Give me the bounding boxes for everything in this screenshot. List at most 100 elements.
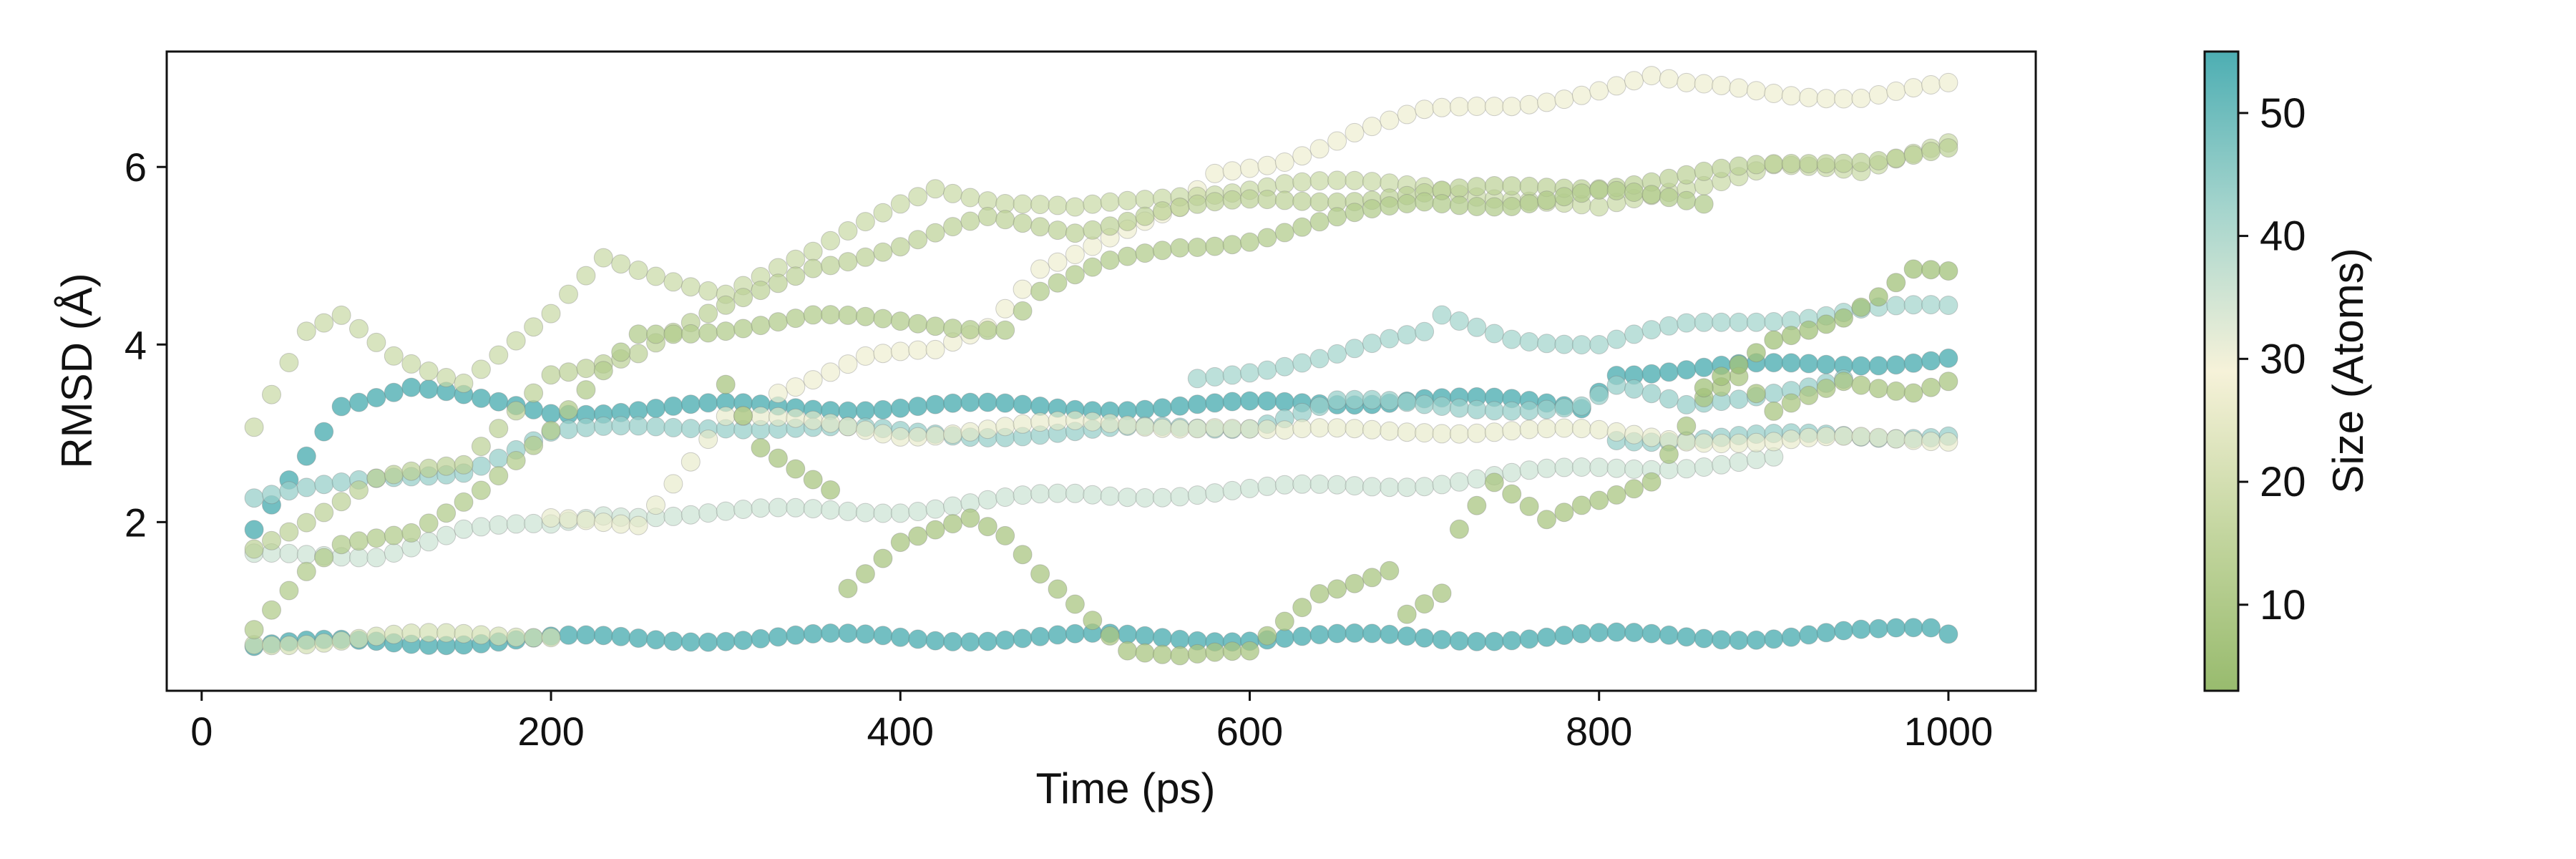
data-point bbox=[1886, 148, 1906, 168]
data-point bbox=[1327, 390, 1347, 410]
data-point bbox=[1309, 171, 1330, 191]
data-point bbox=[1537, 92, 1556, 112]
data-point bbox=[663, 631, 683, 651]
data-point bbox=[1152, 487, 1172, 508]
data-point bbox=[1571, 495, 1591, 515]
data-point bbox=[244, 620, 264, 640]
data-point bbox=[279, 481, 299, 501]
data-point bbox=[401, 354, 421, 374]
data-point bbox=[1624, 479, 1644, 499]
series-fragment-5 bbox=[1187, 295, 1958, 389]
data-point bbox=[1694, 194, 1714, 214]
data-point bbox=[1641, 427, 1662, 447]
data-point bbox=[1886, 429, 1906, 449]
data-point bbox=[1694, 357, 1714, 377]
data-point bbox=[1345, 623, 1365, 643]
data-point bbox=[401, 377, 421, 397]
data-point bbox=[1362, 172, 1382, 192]
data-point bbox=[943, 319, 962, 339]
data-point bbox=[1694, 312, 1714, 332]
data-point bbox=[995, 525, 1015, 545]
data-point bbox=[1641, 66, 1662, 86]
colorbar-tick-label: 50 bbox=[2260, 90, 2306, 137]
data-point bbox=[960, 211, 980, 231]
data-point bbox=[803, 470, 823, 490]
data-point bbox=[314, 633, 334, 653]
data-point bbox=[821, 256, 841, 276]
data-point bbox=[1816, 89, 1836, 109]
data-point bbox=[1048, 220, 1068, 241]
data-point bbox=[366, 528, 386, 548]
data-point bbox=[1170, 419, 1190, 439]
data-point bbox=[454, 492, 474, 512]
data-point bbox=[576, 380, 596, 400]
data-point bbox=[1048, 483, 1068, 503]
data-point bbox=[1764, 401, 1784, 421]
data-point bbox=[1921, 377, 1941, 397]
data-point bbox=[1851, 356, 1871, 376]
data-point bbox=[471, 480, 491, 500]
data-point bbox=[1048, 579, 1068, 599]
data-point bbox=[977, 320, 997, 340]
data-point bbox=[1327, 418, 1347, 438]
data-point bbox=[925, 520, 945, 540]
data-point bbox=[576, 359, 596, 379]
data-point bbox=[663, 272, 683, 292]
data-point bbox=[1659, 362, 1679, 382]
data-point bbox=[1781, 154, 1801, 173]
data-point bbox=[1030, 412, 1050, 432]
data-point bbox=[1502, 97, 1522, 117]
data-point bbox=[1274, 629, 1294, 648]
data-point bbox=[611, 514, 631, 534]
data-point bbox=[1659, 625, 1679, 645]
data-point bbox=[1781, 430, 1801, 450]
data-point bbox=[908, 187, 928, 207]
data-point bbox=[1938, 72, 1958, 92]
data-point bbox=[1677, 459, 1697, 479]
data-point bbox=[680, 452, 701, 472]
data-point bbox=[1449, 631, 1469, 651]
data-point bbox=[821, 480, 841, 500]
data-point bbox=[1921, 351, 1941, 371]
data-point bbox=[1641, 623, 1662, 644]
data-point bbox=[1799, 625, 1819, 645]
data-point bbox=[489, 392, 509, 412]
data-point bbox=[1834, 89, 1853, 109]
data-point bbox=[1641, 185, 1662, 205]
data-point bbox=[559, 362, 578, 382]
data-point bbox=[559, 509, 578, 529]
data-point bbox=[384, 382, 404, 402]
data-point bbox=[471, 388, 491, 408]
data-point bbox=[1327, 344, 1347, 364]
data-point bbox=[1694, 629, 1714, 649]
data-point bbox=[1484, 631, 1504, 651]
data-point bbox=[436, 368, 457, 387]
data-point bbox=[1938, 261, 1958, 281]
data-point bbox=[436, 623, 457, 643]
data-point bbox=[943, 183, 962, 203]
data-point bbox=[1397, 194, 1417, 213]
data-point bbox=[1729, 389, 1749, 409]
data-point bbox=[1100, 192, 1120, 212]
data-point bbox=[925, 631, 945, 651]
data-point bbox=[366, 468, 386, 488]
colorbar-tick-label: 10 bbox=[2260, 582, 2306, 629]
data-point bbox=[925, 394, 945, 414]
data-point bbox=[1589, 623, 1609, 643]
data-point bbox=[314, 313, 334, 333]
data-point bbox=[838, 623, 858, 644]
data-point bbox=[960, 422, 980, 442]
data-point bbox=[1083, 194, 1103, 214]
data-point bbox=[541, 628, 561, 648]
data-point bbox=[1380, 196, 1400, 216]
data-point bbox=[1013, 279, 1033, 299]
data-point bbox=[1118, 246, 1138, 266]
colorbar-tick-label: 40 bbox=[2260, 213, 2306, 260]
data-point bbox=[1921, 432, 1941, 452]
data-point bbox=[1292, 474, 1312, 494]
data-point bbox=[646, 495, 665, 515]
data-point bbox=[1170, 238, 1190, 258]
data-point bbox=[1554, 398, 1574, 418]
data-point bbox=[1327, 475, 1347, 495]
data-point bbox=[1589, 419, 1609, 440]
